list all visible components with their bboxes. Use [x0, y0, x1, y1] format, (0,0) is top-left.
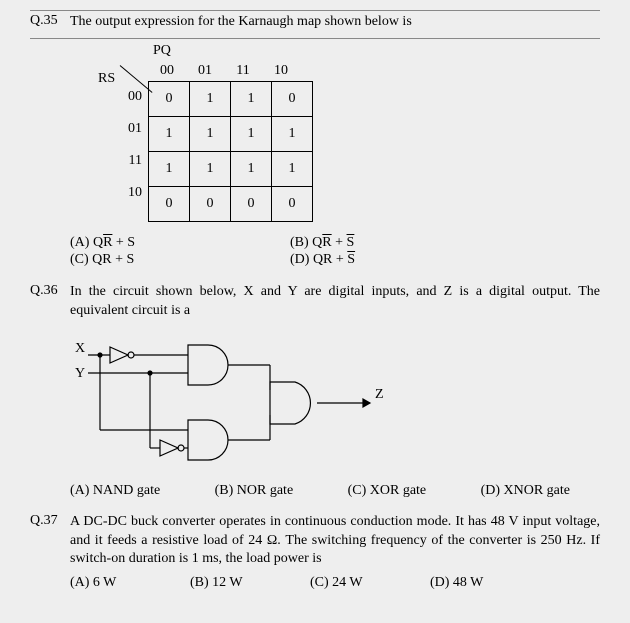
kmap-col-01: 01 [186, 63, 224, 79]
kmap: PQ RS 00 01 11 10 00 01 11 10 0 [98, 49, 328, 222]
kmap-diagonal [124, 51, 154, 81]
kmap-col-10: 10 [262, 63, 300, 79]
q35-text: The output expression for the Karnaugh m… [70, 13, 600, 32]
opt-term: Q [312, 235, 322, 250]
q37-option-c: (C) 24 W [310, 575, 430, 591]
q35-number: Q.35 [30, 13, 70, 32]
kmap-cell: 0 [231, 186, 272, 221]
kmap-cell: 1 [190, 116, 231, 151]
opt-term: QR + S [92, 252, 134, 267]
q35-option-d: (D) QR + S [290, 252, 510, 268]
label-z: Z [375, 387, 384, 402]
q37-option-d: (D) 48 W [430, 575, 550, 591]
kmap-row-var: RS [98, 71, 115, 87]
top-divider: Q.35 The output expression for the Karna… [30, 10, 600, 39]
circuit-svg: X Y [70, 335, 410, 465]
question-35: Q.35 The output expression for the Karna… [30, 13, 600, 32]
opt-prefix: (D) [290, 252, 313, 267]
kmap-row-10: 10 [98, 177, 148, 209]
kmap-row-headers: 00 01 11 10 [98, 81, 148, 222]
q36-body: In the circuit shown below, X and Y are … [70, 283, 600, 499]
kmap-cell: 0 [272, 186, 313, 221]
opt-prefix: (B) [290, 235, 312, 250]
opt-term: + [332, 235, 347, 250]
opt-term-bar: S [347, 252, 355, 267]
q37-options: (A) 6 W (B) 12 W (C) 24 W (D) 48 W [70, 575, 600, 591]
opt-term: QR + [313, 252, 347, 267]
page: Q.35 The output expression for the Karna… [0, 0, 630, 623]
kmap-cell: 1 [190, 81, 231, 116]
q36-option-c: (C) XOR gate [348, 483, 427, 499]
kmap-table: 0 1 1 0 1 1 1 1 1 1 1 1 [148, 81, 313, 222]
kmap-row-11: 11 [98, 145, 148, 177]
q35-content: PQ RS 00 01 11 10 00 01 11 10 0 [70, 49, 600, 269]
q36-options: (A) NAND gate (B) NOR gate (C) XOR gate … [70, 483, 600, 499]
kmap-cell: 1 [231, 81, 272, 116]
q35-options: (A) QR + S (C) QR + S (B) QR + S (D) QR … [70, 234, 600, 269]
kmap-cell: 1 [272, 116, 313, 151]
q35-options-left: (A) QR + S (C) QR + S [70, 234, 290, 269]
q37-body: A DC-DC buck converter operates in conti… [70, 513, 600, 592]
kmap-cell: 1 [149, 116, 190, 151]
opt-term-bar: S [347, 235, 355, 250]
opt-term-bar: R [322, 235, 331, 250]
q37-text: A DC-DC buck converter operates in conti… [70, 513, 600, 570]
kmap-grid: 00 01 11 10 0 1 1 0 1 1 1 [98, 81, 328, 222]
q37-option-a: (A) 6 W [70, 575, 190, 591]
kmap-cell: 0 [272, 81, 313, 116]
kmap-cell: 0 [190, 186, 231, 221]
q36-circuit: X Y [70, 335, 600, 465]
kmap-cell: 1 [231, 151, 272, 186]
kmap-col-11: 11 [224, 63, 262, 79]
q35-option-b: (B) QR + S [290, 235, 510, 251]
opt-prefix: (C) [70, 252, 92, 267]
q35-options-right: (B) QR + S (D) QR + S [290, 234, 510, 269]
q37-number: Q.37 [30, 513, 70, 592]
opt-prefix: (A) [70, 235, 93, 250]
kmap-row-01: 01 [98, 113, 148, 145]
q36-option-a: (A) NAND gate [70, 483, 160, 499]
q35-option-c: (C) QR + S [70, 252, 290, 268]
q36-text: In the circuit shown below, X and Y are … [70, 283, 600, 321]
kmap-col-headers: 00 01 11 10 [148, 49, 328, 79]
q37-option-b: (B) 12 W [190, 575, 310, 591]
question-36: Q.36 In the circuit shown below, X and Y… [30, 283, 600, 499]
label-x: X [75, 341, 85, 356]
q36-number: Q.36 [30, 283, 70, 499]
kmap-cell: 1 [231, 116, 272, 151]
opt-term-bar: R [103, 235, 112, 250]
kmap-cell: 1 [149, 151, 190, 186]
opt-term: Q [93, 235, 103, 250]
kmap-cell: 1 [272, 151, 313, 186]
kmap-cell: 0 [149, 81, 190, 116]
kmap-col-var: PQ [153, 43, 171, 59]
q35-option-a: (A) QR + S [70, 235, 290, 251]
kmap-cell: 0 [149, 186, 190, 221]
q36-option-d: (D) XNOR gate [481, 483, 570, 499]
label-y: Y [75, 366, 85, 381]
kmap-cell: 1 [190, 151, 231, 186]
opt-term: + S [112, 235, 135, 250]
q36-option-b: (B) NOR gate [215, 483, 294, 499]
question-37: Q.37 A DC-DC buck converter operates in … [30, 513, 600, 592]
